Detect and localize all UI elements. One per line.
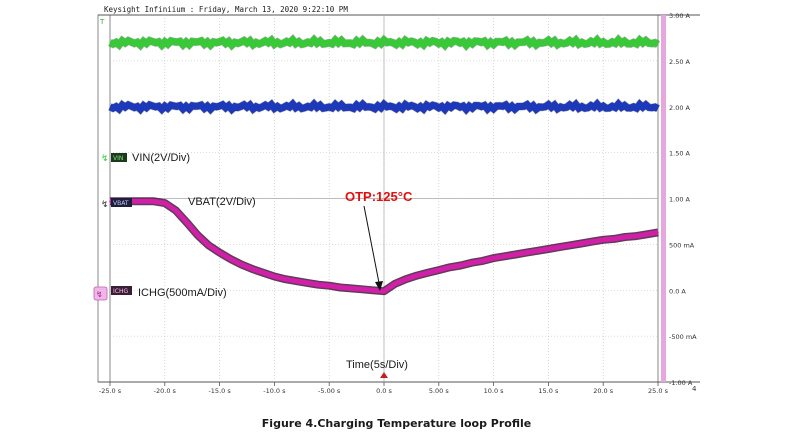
ichg-point [635,235,637,237]
ichg-trace [110,198,659,294]
ichg-point [383,290,385,293]
ichg-point [547,248,550,250]
ichg-point [339,286,342,289]
vin-badge: VIN [113,155,123,162]
ichg-point [624,236,626,238]
ichg-point [295,280,298,282]
otp-arrow [363,205,381,289]
trigger-marker: T [99,18,105,26]
ichg-point [514,253,517,256]
ichg-point [164,202,166,204]
ichg-badge: ICHG [113,288,128,295]
ichg-point [229,258,232,260]
y-tick-label: 2.50 A [669,58,691,66]
ichg-point [591,240,593,243]
ichg-point [657,231,659,234]
vbat-badge: VBAT [113,200,129,207]
ichg-point [481,260,484,262]
x-tick-label: -5.00 s [318,387,341,395]
vbat-probe-icon: ↯ [101,200,109,210]
ichg-scale-bar [661,15,666,382]
x-tick-label: -15.0 s [208,387,231,395]
ichg-point [405,278,407,281]
y-tick-label: -500 mA [669,333,697,341]
ichg-point [558,246,561,248]
ichg-point [240,263,243,266]
ichg-marker[interactable]: ↯ ICHG [93,286,132,301]
ichg-point [218,251,221,254]
vin-marker[interactable]: ↯ VIN [101,153,127,164]
ichg-point [273,275,276,278]
ichg-probe-icon: ↯ [96,290,103,299]
vbat-trace [108,98,660,115]
ichg-point [492,257,495,259]
ichg-point [109,200,111,203]
ichg-point [185,221,188,224]
ichg-point [317,283,320,286]
otp-annotation: OTP:125°C [345,189,413,204]
vin-trace [108,34,660,51]
ichg-point [613,238,615,240]
vbat-marker[interactable]: ↯ VBAT [101,198,132,210]
x-tick-label: 25.0 s [648,387,669,395]
ichg-point [251,268,254,270]
ichg-point [470,261,473,264]
ichg-point [459,264,462,267]
ichg-point [207,244,210,247]
ichg-point [416,274,418,277]
x-tick-label: 0.0 s [376,387,392,395]
ichg-point [262,272,265,274]
vbat-badge-bg [111,198,132,207]
y-tick-label: 2.00 A [669,104,691,112]
x-tick-label: 10.0 s [484,387,505,395]
y-tick-label: 1.50 A [669,150,691,158]
y-tick-label: 1.00 A [669,196,691,204]
vbat-label: VBAT(2V/Div) [188,196,256,208]
vin-label: VIN(2V/Div) [132,152,190,164]
y-tick-label: -1.00 A [669,379,693,387]
scope-header: Keysight Infiniium : Friday, March 13, 2… [104,5,348,14]
ichg-point [503,255,506,258]
x-tick-label: 20.0 s [593,387,614,395]
y-tick-label: 3.00 A [669,12,691,20]
ichg-point [394,283,396,285]
x-axis-label: Time(5s/Div) [346,359,408,371]
ichg-point [449,266,451,269]
ichg-point [427,272,429,274]
x-tick-label: -20.0 s [154,387,177,395]
ichg-point [153,200,155,203]
ichg-point [196,234,199,236]
ichg-point [361,288,363,291]
ichg-point [350,287,352,290]
left-strip [97,14,111,383]
figure-caption: Figure 4.Charging Temperature loop Profi… [261,417,532,430]
ichg-point [306,282,309,284]
ichg-point [525,251,528,254]
ichg-point [372,289,374,292]
ichg-point [175,209,177,212]
scroll-glyph: 4 [692,385,697,393]
y-tick-label: 500 mA [669,241,695,249]
ichg-point [602,239,604,241]
ichg-point [536,250,539,252]
ichg-point [569,244,572,247]
x-tick-label: -10.0 s [263,387,286,395]
x-tick-label: -25.0 s [99,387,122,395]
ichg-probe-box [93,286,108,301]
y-tick-label: 0.0 A [669,287,686,295]
ichg-point [328,284,331,287]
ichg-point [580,242,583,245]
otp-arrow-head [375,281,383,291]
ichg-label: ICHG(500mA/Div) [138,287,227,299]
x-tick-label: 5.00 s [429,387,450,395]
ichg-point [284,278,287,281]
x-tick-label: 15.0 s [538,387,559,395]
vin-probe-icon: ↯ [101,154,109,164]
ichg-point [438,269,440,271]
ichg-point [646,233,648,236]
ichg-badge-bg [111,286,132,295]
time-reference-marker [380,372,388,378]
vin-badge-bg [111,153,127,162]
